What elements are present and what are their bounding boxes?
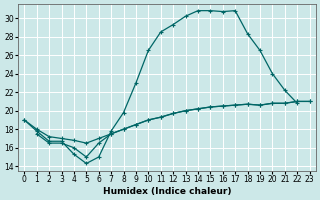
X-axis label: Humidex (Indice chaleur): Humidex (Indice chaleur): [103, 187, 231, 196]
